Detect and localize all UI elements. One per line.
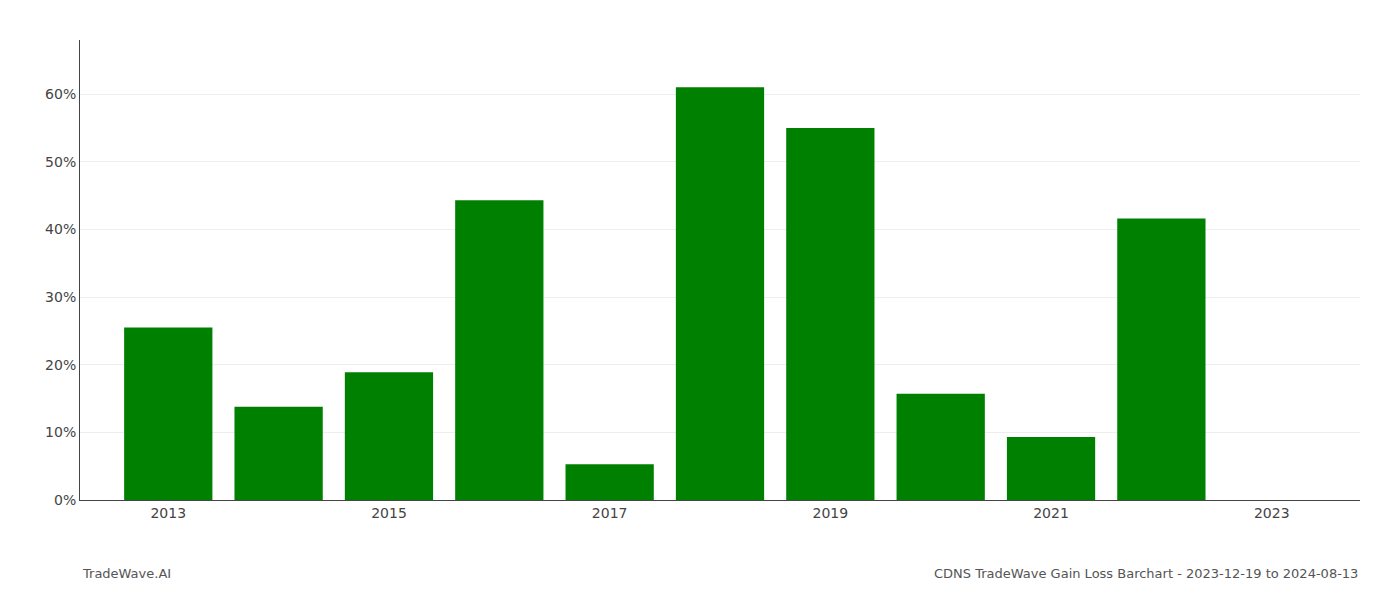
svg-text:2017: 2017 (592, 505, 628, 521)
svg-text:2021: 2021 (1033, 505, 1069, 521)
svg-text:TradeWave.AI: TradeWave.AI (82, 566, 171, 581)
svg-text:60%: 60% (45, 86, 76, 102)
svg-text:2023: 2023 (1254, 505, 1290, 521)
svg-text:CDNS TradeWave Gain Loss Barch: CDNS TradeWave Gain Loss Barchart - 2023… (934, 566, 1358, 581)
svg-text:30%: 30% (45, 289, 76, 305)
svg-text:2015: 2015 (371, 505, 407, 521)
svg-text:50%: 50% (45, 154, 76, 170)
svg-text:20%: 20% (45, 357, 76, 373)
svg-text:2019: 2019 (813, 505, 849, 521)
svg-text:0%: 0% (54, 492, 76, 508)
svg-text:10%: 10% (45, 424, 76, 440)
svg-text:2013: 2013 (150, 505, 186, 521)
svg-text:40%: 40% (45, 221, 76, 237)
